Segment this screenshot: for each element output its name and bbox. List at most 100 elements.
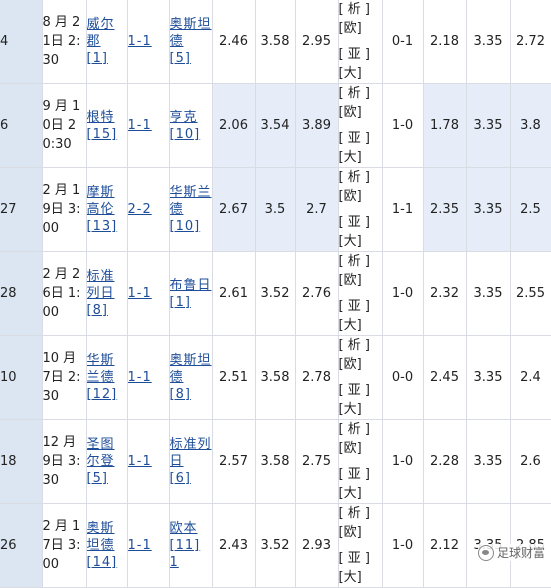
home-rank-link[interactable]: [1] xyxy=(86,51,108,66)
asian-link[interactable]: [ 亚 ] xyxy=(338,551,370,566)
away-team-link[interactable]: 布鲁日 xyxy=(169,277,212,293)
prev-draw-odds: 3.35 xyxy=(466,167,511,252)
home-team-link[interactable]: 根特 xyxy=(86,109,115,125)
euro-link[interactable]: [欧] xyxy=(338,441,362,456)
score-link[interactable]: 1-1 xyxy=(127,286,152,301)
analysis-link[interactable]: [ 析 ] xyxy=(338,2,370,17)
home-rank-link[interactable]: [12] xyxy=(86,387,118,402)
score-cell: 1-1 xyxy=(127,419,170,504)
away-team-link[interactable]: 欧本 xyxy=(169,521,198,536)
prev-away-odds: 2.4 xyxy=(510,335,551,420)
euro-link[interactable]: [欧] xyxy=(338,105,362,120)
home-team-cell: 根特 [15] xyxy=(86,83,128,168)
result-cell: 0-0 xyxy=(382,335,424,420)
euro-link[interactable]: [欧] xyxy=(338,357,362,372)
score-link[interactable]: 2-2 xyxy=(127,202,152,217)
away-team-cell: 亨克 [10] xyxy=(169,83,213,168)
home-odds: 2.51 xyxy=(212,335,256,420)
away-rank-link[interactable]: [10] xyxy=(169,219,201,234)
round-cell: 10 xyxy=(0,335,43,420)
analysis-link[interactable]: [ 析 ] xyxy=(338,254,370,269)
home-rank-link[interactable]: [15] xyxy=(86,126,118,142)
away-odds: 3.89 xyxy=(295,83,339,168)
table-row: 18 12 月 9日 3:30 圣图尔登 [5] 1-1 标准列日 [6] 2.57 3.58 2… xyxy=(0,419,551,504)
analysis-link[interactable]: [ 析 ] xyxy=(338,170,370,185)
home-team-link[interactable]: 圣图尔登 xyxy=(86,437,115,469)
analysis-link[interactable]: [ 析 ] xyxy=(338,506,370,521)
away-team-link[interactable]: 标准列日 xyxy=(169,437,212,469)
home-team-cell: 华斯兰德 [12] xyxy=(86,335,128,420)
result-cell: 1-0 xyxy=(382,83,424,168)
asian-link[interactable]: [ 亚 ] xyxy=(338,299,370,314)
home-rank-link[interactable]: [13] xyxy=(86,219,118,234)
over-under-link[interactable]: [大] xyxy=(338,318,362,333)
home-odds: 2.06 xyxy=(212,83,256,168)
away-team-link[interactable]: 奥斯坦德 xyxy=(169,17,212,49)
score-link[interactable]: 1-1 xyxy=(127,370,152,385)
away-rank-link[interactable]: [5] xyxy=(169,51,191,66)
away-odds: 2.78 xyxy=(295,335,339,420)
away-rank-link[interactable]: [11] 1 xyxy=(169,538,201,570)
prev-home-odds: 1.78 xyxy=(423,83,467,168)
asian-link[interactable]: [ 亚 ] xyxy=(338,467,370,482)
watermark-text: 足球财富 xyxy=(496,546,545,560)
asian-link[interactable]: [ 亚 ] xyxy=(338,383,370,398)
over-under-link[interactable]: [大] xyxy=(338,234,362,249)
home-team-link[interactable]: 标准列日 xyxy=(86,269,115,301)
prev-draw-odds: 3.35 xyxy=(466,419,511,504)
result-cell: 1-1 xyxy=(382,167,424,252)
asian-link[interactable]: [ 亚 ] xyxy=(338,215,370,230)
date-cell: 10 月 7日 2:30 xyxy=(42,335,87,420)
away-rank-link[interactable]: [8] xyxy=(169,387,191,402)
prev-home-odds: 2.32 xyxy=(423,251,467,336)
home-rank-link[interactable]: [8] xyxy=(86,303,108,318)
analysis-link[interactable]: [ 析 ] xyxy=(338,86,370,101)
away-team-link[interactable]: 亨克 xyxy=(169,109,198,125)
euro-link[interactable]: [欧] xyxy=(338,189,362,204)
over-under-link[interactable]: [大] xyxy=(338,402,362,417)
date-cell: 2 月 19日 3:00 xyxy=(42,167,87,252)
draw-odds: 3.54 xyxy=(255,83,296,168)
score-cell: 1-1 xyxy=(127,335,170,420)
date-cell: 12 月 9日 3:30 xyxy=(42,419,87,504)
away-team-cell: 标准列日 [6] xyxy=(169,419,213,504)
away-team-cell: 华斯兰德 [10] xyxy=(169,167,213,252)
away-rank-link[interactable]: [1] xyxy=(169,294,191,310)
euro-link[interactable]: [欧] xyxy=(338,273,362,288)
away-rank-link[interactable]: [6] xyxy=(169,471,191,486)
prev-away-odds: 2.5 xyxy=(510,167,551,252)
result-cell: 1-0 xyxy=(382,251,424,336)
home-team-link[interactable]: 奥斯坦德 xyxy=(86,521,115,553)
asian-link[interactable]: [ 亚 ] xyxy=(338,131,370,146)
home-rank-link[interactable]: [14] xyxy=(86,555,118,570)
home-team-cell: 威尔郡 [1] xyxy=(86,0,128,84)
euro-link[interactable]: [欧] xyxy=(338,525,362,540)
away-odds: 2.76 xyxy=(295,251,339,336)
date-cell: 2 月 17日 3:00 xyxy=(42,503,87,588)
draw-odds: 3.52 xyxy=(255,251,296,336)
home-team-link[interactable]: 华斯兰德 xyxy=(86,353,115,385)
score-link[interactable]: 1-1 xyxy=(127,118,152,133)
away-rank-link[interactable]: [10] xyxy=(169,126,201,142)
over-under-link[interactable]: [大] xyxy=(338,570,362,585)
score-link[interactable]: 1-1 xyxy=(127,454,152,469)
asian-link[interactable]: [ 亚 ] xyxy=(338,47,370,62)
euro-link[interactable]: [欧] xyxy=(338,21,362,36)
analysis-link[interactable]: [ 析 ] xyxy=(338,422,370,437)
away-team-link[interactable]: 华斯兰德 xyxy=(169,185,212,217)
over-under-link[interactable]: [大] xyxy=(338,150,362,165)
away-team-link[interactable]: 奥斯坦德 xyxy=(169,353,212,385)
result-cell: 1-0 xyxy=(382,419,424,504)
analysis-link[interactable]: [ 析 ] xyxy=(338,338,370,353)
score-cell: 1-1 xyxy=(127,503,170,588)
away-team-cell: 奥斯坦德 [8] xyxy=(169,335,213,420)
over-under-link[interactable]: [大] xyxy=(338,66,362,81)
home-team-link[interactable]: 威尔郡 xyxy=(86,17,115,49)
over-under-link[interactable]: [大] xyxy=(338,486,362,501)
round-cell: 28 xyxy=(0,251,43,336)
score-link[interactable]: 1-1 xyxy=(127,34,152,49)
home-team-link[interactable]: 摩斯高伦 xyxy=(86,185,115,217)
home-rank-link[interactable]: [5] xyxy=(86,471,108,486)
prev-home-odds: 2.12 xyxy=(423,503,467,588)
score-link[interactable]: 1-1 xyxy=(127,538,152,553)
